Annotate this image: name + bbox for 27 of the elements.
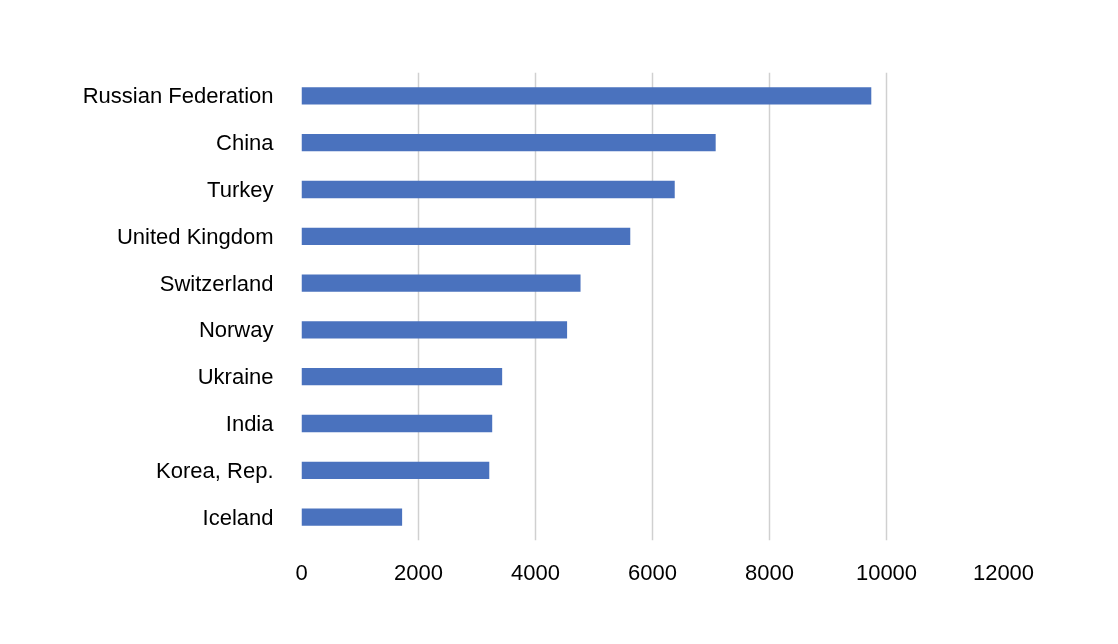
y-tick-label: China	[216, 130, 275, 156]
bar	[301, 180, 675, 199]
bar	[301, 508, 403, 526]
x-tick-label: 12000	[972, 559, 1035, 585]
y-tick-label: Korea, Rep.	[156, 457, 274, 483]
y-tick-label: India	[225, 411, 275, 436]
bar	[301, 368, 503, 386]
x-tick-label: 8000	[745, 559, 794, 585]
bar	[301, 274, 581, 292]
y-tick-label: Turkey	[207, 177, 274, 202]
y-tick-label: Ukraine	[197, 364, 274, 390]
bar	[301, 321, 568, 339]
y-tick-label: United Kingdom	[116, 223, 274, 249]
y-tick-label: Switzerland	[159, 270, 274, 296]
x-tick-label: 2000	[394, 559, 443, 585]
y-tick-label: Russian Federation	[82, 83, 274, 109]
bar	[301, 461, 490, 479]
bar	[301, 227, 631, 245]
x-tick-label: 4000	[511, 559, 560, 585]
y-tick-label: Iceland	[202, 504, 274, 530]
bar	[301, 87, 872, 105]
bar	[301, 134, 716, 152]
bar	[301, 414, 493, 433]
x-tick-label: 6000	[628, 559, 677, 585]
x-tick-label: 0	[295, 559, 308, 585]
y-tick-label: Norway	[198, 317, 274, 343]
x-tick-label: 10000	[855, 559, 918, 585]
